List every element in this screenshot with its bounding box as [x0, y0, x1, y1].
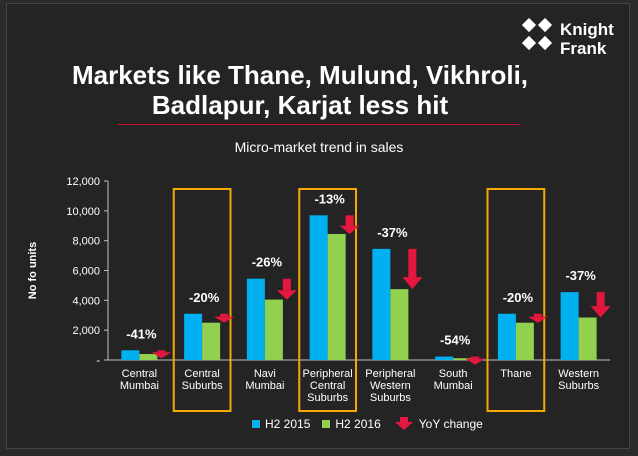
x-category-label: Peripheral: [365, 368, 415, 380]
yoy-arrow-shaft: [471, 356, 480, 359]
yoy-arrow-shaft: [220, 313, 229, 317]
yoy-arrow-shaft: [596, 292, 605, 307]
x-category-label: Suburbs: [307, 392, 348, 404]
bar-h2-2016: [139, 354, 158, 360]
y-tick-label: 4,000: [72, 295, 100, 307]
yoy-change-label: -26%: [252, 255, 283, 270]
legend-label-yoy-change: YoY change: [418, 417, 483, 431]
x-category-label: Central: [122, 368, 157, 380]
legend-swatch-h2-2016: [322, 420, 331, 428]
bar-h2-2016: [390, 289, 409, 360]
bar-h2-2015: [497, 313, 516, 360]
x-category-label: Mumbai: [120, 380, 159, 392]
legend-label-h2-2015: H2 2015: [265, 417, 311, 431]
yoy-arrow-shaft: [157, 350, 166, 353]
yoy-arrow-shaft: [533, 313, 542, 317]
page-title: Markets like Thane, Mulund, Vikhroli, Ba…: [40, 60, 560, 120]
x-category-label: Suburbs: [182, 380, 223, 392]
y-tick-label: -: [96, 355, 100, 367]
down-arrow-icon: [394, 417, 413, 430]
legend-swatch-h2-2015: [252, 420, 260, 428]
knight-frank-logo-icon: [521, 17, 553, 51]
x-category-label: Peripheral: [303, 368, 353, 380]
logo-line-2: Frank: [560, 39, 607, 58]
highlight-box: [172, 188, 232, 412]
x-category-label: Central: [184, 368, 219, 380]
yoy-change-label: -37%: [565, 268, 596, 283]
highlight-box: [298, 188, 357, 412]
yoy-arrow-head: [214, 316, 235, 323]
bar-h2-2016: [202, 322, 221, 360]
y-tick-label: 8,000: [72, 236, 100, 248]
yoy-arrow-head: [339, 225, 360, 234]
legend-item-yoy-change: YoY change: [393, 417, 483, 431]
yoy-change-label: -37%: [377, 225, 408, 240]
x-category-label: Suburbs: [370, 392, 411, 404]
knight-frank-logo: Knight Frank: [521, 17, 622, 62]
bar-h2-2015: [372, 248, 391, 360]
bar-h2-2016: [327, 233, 346, 360]
yoy-arrow-head: [151, 352, 172, 359]
legend-item-h2-2016: H2 2016: [322, 417, 381, 431]
yoy-arrow-head: [590, 306, 611, 318]
y-axis-title: No fo units: [27, 242, 39, 299]
yoy-change-label: -41%: [126, 326, 157, 341]
yoy-arrow-head: [402, 277, 423, 290]
legend-label-h2-2016: H2 2016: [335, 417, 381, 431]
logo-line-1: Knight: [560, 20, 614, 39]
highlight-box: [486, 188, 546, 412]
yoy-change-label: -20%: [189, 290, 220, 305]
bar-h2-2016: [264, 299, 283, 360]
yoy-arrow-shaft: [408, 248, 417, 278]
bar-h2-2016: [515, 322, 534, 360]
bar-h2-2015: [121, 350, 140, 360]
x-category-label: Western: [558, 368, 599, 380]
yoy-arrow-head: [276, 290, 297, 300]
y-tick-label: 10,000: [66, 206, 100, 218]
x-category-label: Mumbai: [434, 380, 473, 392]
yoy-arrow-shaft: [282, 278, 291, 291]
x-category-label: Mumbai: [245, 380, 284, 392]
yoy-change-label: -13%: [314, 191, 345, 206]
x-category-label: Navi: [254, 368, 276, 380]
chart-legend: H2 2015 H2 2016 YoY change: [252, 416, 495, 432]
x-category-label: Suburbs: [558, 380, 599, 392]
bar-h2-2016: [453, 358, 472, 360]
bar-h2-2015: [184, 313, 203, 360]
bar-h2-2015: [309, 215, 328, 360]
y-tick-label: 6,000: [72, 266, 100, 278]
chart-title: Micro-market trend in sales: [234, 139, 404, 155]
title-line-1: Markets like Thane, Mulund, Vikhroli,: [71, 60, 529, 90]
x-category-label: South: [439, 368, 468, 380]
yoy-arrow-head: [465, 358, 486, 365]
yoy-arrow-shaft: [345, 215, 354, 226]
bar-h2-2016: [578, 317, 597, 360]
title-divider: [118, 124, 520, 125]
x-category-label: Central: [310, 380, 345, 392]
x-category-label: Thane: [500, 368, 531, 380]
bar-h2-2015: [246, 278, 265, 360]
title-line-2: Badlapur, Karjat less hit: [151, 90, 449, 120]
y-tick-label: 12,000: [66, 176, 100, 188]
bar-h2-2015: [560, 292, 579, 360]
legend-item-h2-2015: H2 2015: [252, 417, 310, 431]
logo-wordmark: Knight Frank: [560, 20, 614, 58]
bar-h2-2015: [435, 356, 454, 360]
yoy-arrow-head: [527, 316, 548, 323]
yoy-change-label: -54%: [440, 333, 471, 348]
yoy-change-label: -20%: [503, 290, 534, 305]
x-category-label: Western: [370, 380, 411, 392]
y-tick-label: 2,000: [72, 325, 100, 337]
